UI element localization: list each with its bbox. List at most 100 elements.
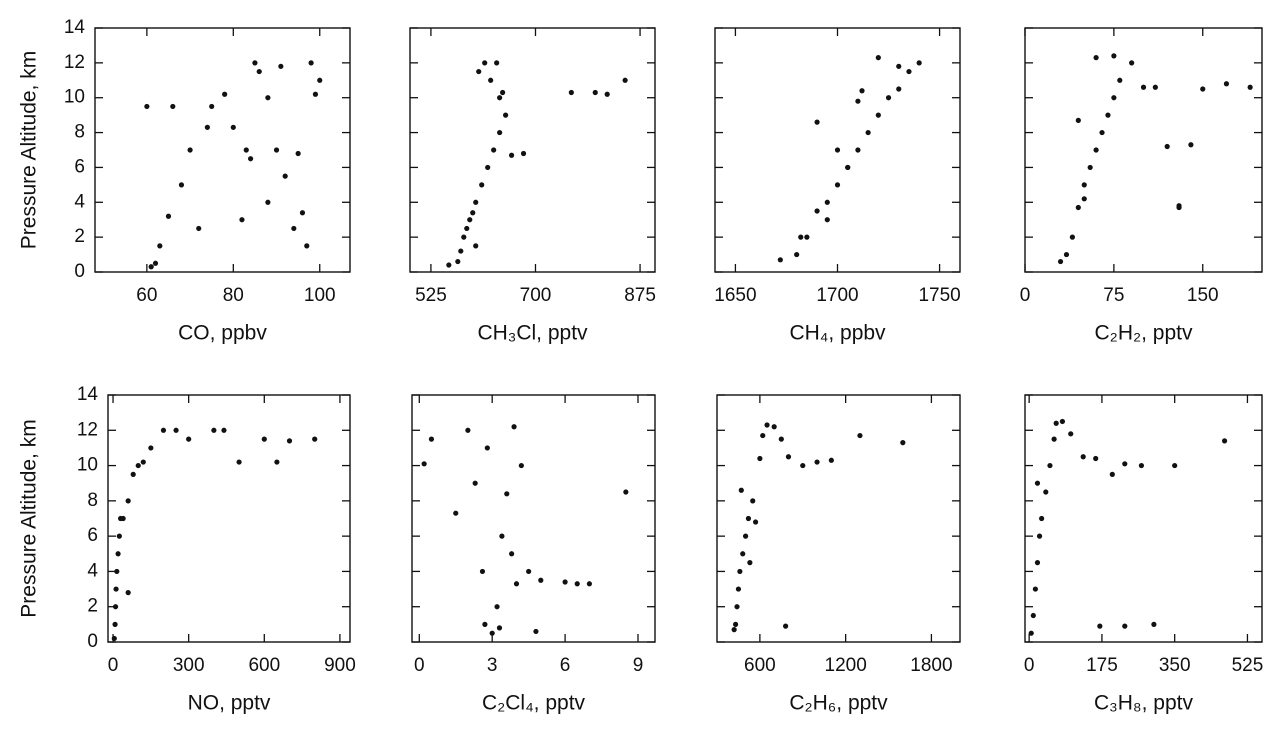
x-tick-label: 1200 — [825, 655, 867, 676]
y-tick-label: 4 — [74, 191, 85, 212]
x-tick-label: 300 — [173, 655, 205, 676]
data-point — [144, 103, 150, 110]
data-point — [116, 533, 122, 539]
data-point — [783, 623, 789, 629]
plot-frame — [1024, 394, 1263, 643]
panel: 1650 1700 1750 CH₄, ppbv — [714, 27, 961, 345]
data-point — [299, 210, 306, 216]
data-point — [111, 635, 117, 642]
x-tick-label: 525 — [1232, 655, 1264, 676]
data-point — [1080, 454, 1086, 460]
y-tick-label: 10 — [64, 87, 85, 108]
data-point — [1221, 438, 1228, 444]
data-point — [750, 498, 756, 504]
data-point — [896, 86, 902, 92]
data-point — [1093, 455, 1099, 462]
data-point — [500, 89, 506, 96]
data-point — [236, 459, 242, 465]
data-point — [814, 459, 820, 465]
data-point — [518, 462, 524, 469]
y-tick-label: 2 — [74, 226, 85, 247]
data-point — [1032, 586, 1038, 592]
data-point — [513, 581, 520, 587]
data-point — [467, 217, 473, 223]
data-point — [804, 234, 810, 240]
data-point — [1047, 462, 1053, 469]
data-point — [482, 621, 488, 627]
data-point — [1051, 436, 1057, 442]
plot-frame — [716, 394, 961, 643]
data-point — [740, 551, 746, 557]
data-point — [491, 147, 497, 153]
data-point — [130, 471, 136, 477]
data-point — [1081, 182, 1087, 188]
data-point — [274, 459, 280, 465]
data-point — [1034, 560, 1041, 566]
data-point — [1176, 204, 1182, 211]
data-point — [574, 581, 580, 587]
data-point — [482, 60, 488, 66]
data-point — [533, 628, 539, 635]
x-tick-label: 60 — [136, 285, 157, 306]
data-point — [592, 89, 598, 96]
data-point — [520, 150, 527, 157]
data-point — [1081, 196, 1087, 202]
panel: 0 175 350 525 C₃H₈, pptv — [1024, 394, 1264, 715]
data-point — [113, 586, 119, 592]
x-tick-label: 1650 — [714, 285, 756, 306]
data-point — [824, 199, 830, 205]
data-point — [239, 217, 245, 223]
data-point — [1097, 623, 1103, 629]
data-point — [1057, 258, 1064, 265]
panel: 0 2 4 6 8 10 12 14 60 80 100 CO, ppbv Pressure Altit… — [18, 17, 351, 345]
data-point — [125, 590, 131, 596]
data-point — [752, 519, 759, 525]
data-point — [1140, 84, 1147, 90]
data-point — [771, 424, 777, 430]
data-point — [777, 257, 783, 263]
data-point — [1093, 147, 1099, 153]
data-point — [785, 454, 792, 460]
data-point — [1129, 60, 1135, 66]
data-point — [458, 248, 464, 254]
data-point — [900, 440, 906, 446]
data-point — [112, 621, 118, 627]
data-point — [428, 436, 435, 442]
panel: 600 1200 1800 C₂H₆, pptv — [716, 394, 961, 715]
data-point — [282, 173, 288, 179]
y-tick-label: 8 — [74, 122, 85, 143]
data-point — [230, 124, 236, 130]
data-point — [455, 258, 461, 265]
data-point — [479, 568, 486, 575]
plot-frame — [94, 27, 351, 273]
data-point — [135, 462, 141, 469]
x-axis-label: C₂Cl₄, pptv — [482, 692, 586, 715]
data-point — [278, 63, 284, 69]
data-point — [1034, 480, 1041, 486]
data-point — [114, 568, 120, 575]
data-point — [1039, 515, 1045, 522]
x-tick-label: 0 — [414, 655, 425, 676]
x-tick-label: 80 — [223, 285, 244, 306]
data-point — [1223, 81, 1230, 87]
data-point — [421, 461, 427, 467]
y-tick-label: 2 — [87, 596, 98, 617]
data-point — [453, 510, 459, 516]
data-point — [470, 210, 476, 216]
data-point — [1105, 112, 1111, 118]
data-point — [732, 621, 739, 627]
x-tick-label: 0 — [1020, 285, 1031, 306]
data-point — [209, 103, 215, 110]
data-point — [125, 498, 131, 504]
data-point — [464, 225, 470, 232]
data-point — [485, 164, 491, 171]
data-point — [476, 68, 482, 75]
data-point — [1151, 621, 1157, 627]
data-point — [1247, 84, 1253, 90]
data-point — [497, 95, 503, 101]
data-point — [916, 60, 922, 66]
data-point — [1164, 143, 1170, 150]
data-point — [496, 625, 503, 631]
data-point — [794, 251, 800, 258]
